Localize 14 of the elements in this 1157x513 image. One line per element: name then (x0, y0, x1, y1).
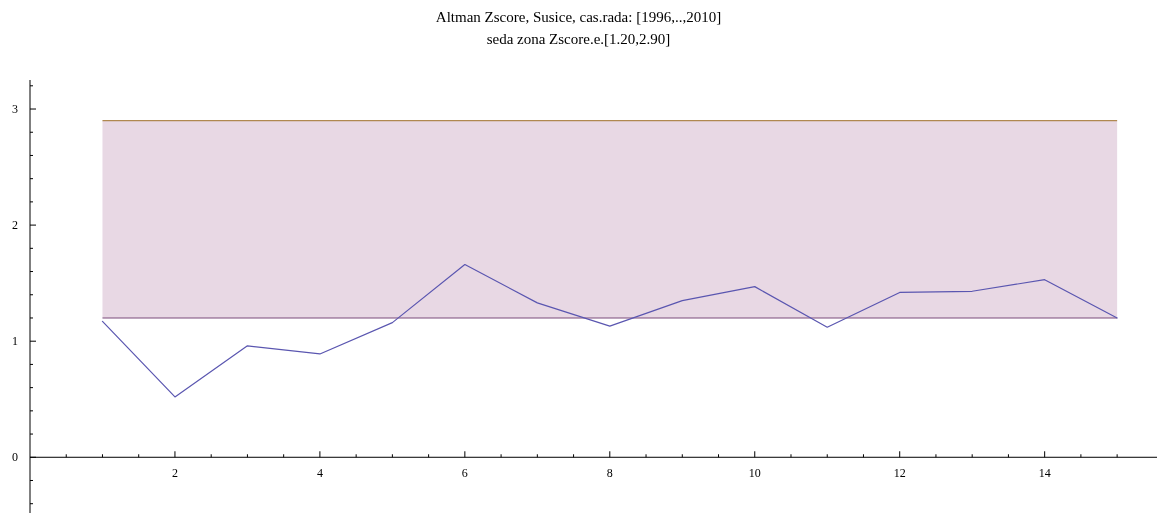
y-tick-label: 1 (12, 334, 18, 349)
y-tick-label: 3 (12, 102, 18, 117)
y-tick-label: 2 (12, 218, 18, 233)
x-tick-label: 4 (316, 466, 323, 481)
x-tick-label: 12 (893, 466, 906, 481)
x-tick-label: 10 (748, 466, 761, 481)
line-series (101, 263, 1118, 398)
x-tick-label: 6 (461, 466, 468, 481)
y-tick-label: 0 (12, 450, 18, 465)
chart-title: Altman Zscore, Susice, cas.rada: [1996,..,2010] (435, 9, 722, 25)
chart-subtitle: seda zona Zscore.e.[1.20,2.90] (486, 31, 671, 47)
x-tick-label: 2 (171, 466, 178, 481)
x-tick-label: 8 (606, 466, 613, 481)
x-tick-label: 14 (1038, 466, 1051, 481)
